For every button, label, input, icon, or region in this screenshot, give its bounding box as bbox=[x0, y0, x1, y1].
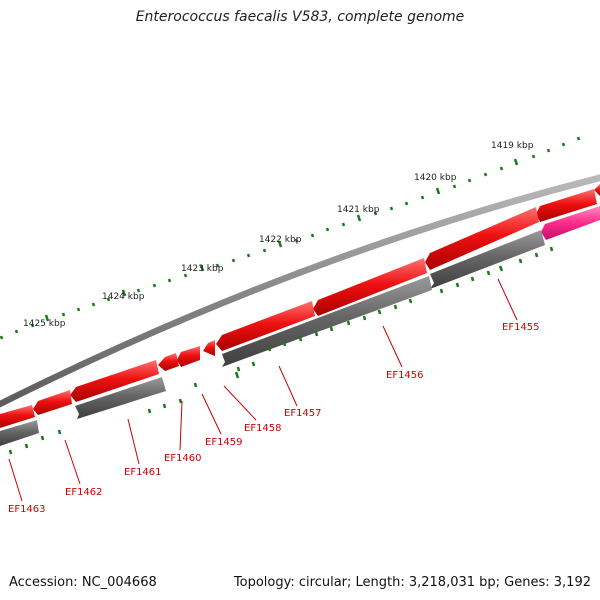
gene-arrow-rev-4 bbox=[0, 420, 39, 446]
accession-text: Accession: NC_004668 bbox=[9, 575, 157, 590]
ruler-label-1423: 1423 kbp bbox=[181, 264, 224, 274]
ruler-label-1424: 1424 kbp bbox=[102, 292, 145, 302]
rna-gene-arrow bbox=[541, 206, 600, 240]
ruler-label-1419: 1419 kbp bbox=[491, 141, 534, 151]
ruler-labels: 1419 kbp 1420 kbp 1421 kbp 1422 kbp 1423… bbox=[23, 141, 534, 329]
gene-arrow-fwd-11 bbox=[0, 405, 35, 428]
ruler-minor-ticks bbox=[0, 136, 581, 340]
gene-label-ef1456: EF1456 bbox=[386, 370, 424, 381]
gene-label-ef1458: EF1458 bbox=[244, 423, 282, 434]
ruler-major-ticks bbox=[44, 158, 519, 322]
forward-strand-genes bbox=[0, 184, 600, 428]
gene-label-leaders bbox=[8, 278, 518, 502]
backbone-arc bbox=[0, 174, 600, 408]
gene-label-ef1462: EF1462 bbox=[65, 487, 103, 498]
gene-arrow-fwd-3 bbox=[425, 207, 539, 270]
ruler-label-1421: 1421 kbp bbox=[337, 205, 380, 215]
gene-label-ef1460: EF1460 bbox=[164, 453, 202, 464]
gene-arrow-fwd-8 bbox=[158, 353, 179, 371]
gene-arrow-rev-2 bbox=[222, 276, 432, 367]
gene-labels: EF1455 EF1456 EF1457 EF1458 EF1459 EF146… bbox=[8, 322, 540, 515]
inner-ruler-ticks bbox=[8, 246, 554, 455]
gene-arrow-rev-3 bbox=[75, 377, 166, 419]
ruler-label-1422: 1422 kbp bbox=[259, 235, 302, 245]
gene-arrow-fwd-6 bbox=[203, 340, 215, 356]
gene-arrow-fwd-4 bbox=[313, 258, 427, 316]
gene-label-ef1463: EF1463 bbox=[8, 504, 46, 515]
gene-arrow-fwd-9 bbox=[70, 360, 159, 402]
map-title: Enterococcus faecalis V583, complete gen… bbox=[135, 9, 465, 25]
ruler-label-1425: 1425 kbp bbox=[23, 319, 66, 329]
gene-label-ef1455: EF1455 bbox=[502, 322, 540, 333]
genome-summary-text: Topology: circular; Length: 3,218,031 bp… bbox=[233, 575, 591, 590]
gene-label-ef1457: EF1457 bbox=[284, 408, 322, 419]
gene-label-ef1459: EF1459 bbox=[205, 437, 243, 448]
gene-arrow-fwd-10 bbox=[33, 390, 72, 415]
gene-arrow-rev-1 bbox=[430, 230, 545, 289]
ruler-label-1420: 1420 kbp bbox=[414, 173, 457, 183]
reverse-strand-genes bbox=[0, 230, 545, 446]
gene-arrow-fwd-5 bbox=[216, 301, 315, 351]
gene-arrow-fwd-1 bbox=[594, 184, 600, 196]
gene-arrow-fwd-7 bbox=[177, 346, 200, 367]
gene-label-ef1461: EF1461 bbox=[124, 467, 162, 478]
gene-arrow-fwd-2 bbox=[536, 189, 597, 222]
